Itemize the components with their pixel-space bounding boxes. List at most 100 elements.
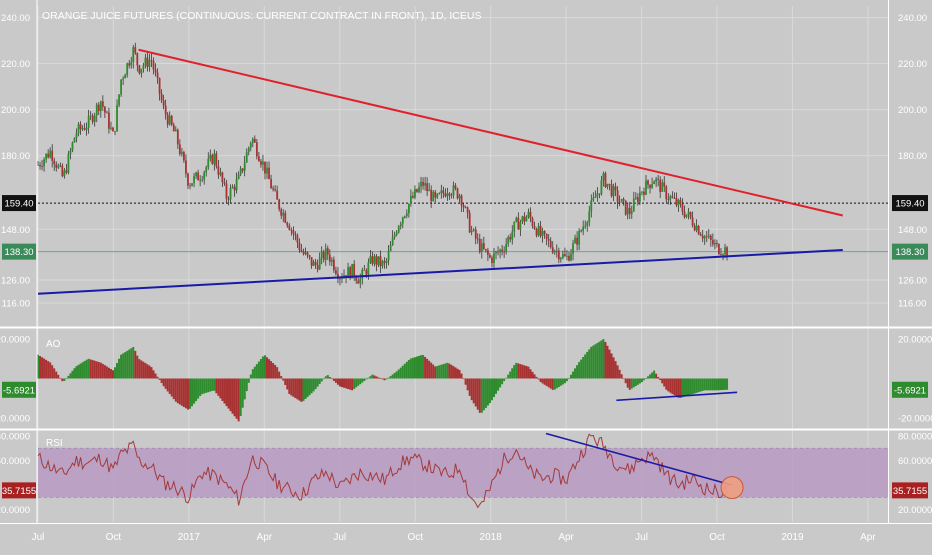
- ao-bar: [448, 363, 451, 379]
- ao-bar: [395, 371, 398, 379]
- price-candle: [164, 105, 167, 115]
- ao-bar: [726, 378, 729, 390]
- ao-bar: [385, 378, 388, 380]
- price-candle: [555, 250, 558, 252]
- price-candle: [695, 225, 698, 231]
- price-candle: [446, 193, 449, 197]
- ao-bar: [310, 378, 313, 394]
- price-candle: [513, 221, 516, 232]
- x-tick-label: Jul: [635, 532, 648, 543]
- price-candle: [312, 261, 315, 266]
- price-candle: [272, 188, 274, 190]
- price-pane: [37, 42, 888, 295]
- ao-bar: [703, 378, 706, 391]
- price-candle: [140, 68, 143, 74]
- price-candle: [707, 235, 710, 238]
- price-candle: [387, 250, 390, 261]
- ao-bar: [111, 370, 114, 379]
- price-candle: [258, 156, 260, 162]
- ao-bar: [126, 350, 129, 379]
- price-candle: [701, 235, 704, 239]
- right-rsi-tick-label: 60.0000: [898, 456, 932, 467]
- ao-bar: [65, 378, 68, 379]
- price-candle: [470, 230, 473, 233]
- ao-bar: [349, 378, 352, 390]
- price-candle: [215, 153, 218, 167]
- price-candle: [122, 78, 125, 80]
- price-candle: [383, 261, 386, 264]
- price-candle: [51, 150, 54, 161]
- ao-bar: [495, 378, 498, 394]
- price-candle: [647, 180, 649, 185]
- price-candle: [724, 247, 726, 255]
- ao-bar: [626, 378, 629, 388]
- ao-bar: [156, 376, 159, 379]
- rsi-line: [37, 433, 728, 509]
- price-candle: [81, 128, 84, 130]
- price-candle: [466, 207, 469, 213]
- ao-bar: [186, 378, 189, 410]
- ao-bar: [622, 378, 625, 380]
- ao-bar: [134, 350, 137, 379]
- ao-bar: [330, 378, 333, 380]
- price-candle: [491, 257, 493, 264]
- price-candle: [409, 195, 412, 204]
- ao-bar: [304, 378, 307, 399]
- price-candle: [454, 185, 457, 189]
- ao-bar: [675, 378, 678, 397]
- ao-bar: [420, 355, 423, 379]
- price-candle: [324, 248, 327, 260]
- price-candle: [278, 199, 281, 210]
- ao-bar: [369, 376, 372, 379]
- ao-bar: [353, 378, 356, 389]
- ao-bar: [170, 378, 173, 397]
- price-candle: [217, 166, 220, 175]
- price-candle: [499, 249, 501, 253]
- ao-bar: [379, 378, 382, 379]
- price-candle: [659, 179, 662, 192]
- right-ao-tick-label: 20.0000: [898, 334, 932, 345]
- price-candle: [547, 239, 550, 241]
- price-candle: [389, 245, 392, 251]
- price-candle: [296, 235, 299, 243]
- price-candle: [598, 193, 601, 195]
- price-candle: [671, 196, 674, 198]
- price-candle: [286, 222, 289, 226]
- price-candle: [300, 249, 303, 252]
- ao-bar: [715, 378, 718, 391]
- ao-bar: [422, 355, 425, 379]
- price-candle: [685, 214, 688, 218]
- rsi-highlight-marker: [720, 476, 744, 500]
- ao-bar: [233, 378, 236, 417]
- price-candle: [549, 240, 552, 248]
- ao-bar: [424, 356, 427, 379]
- price-candle: [176, 129, 179, 145]
- left-rsi-tick-label: 60.0000: [0, 456, 30, 467]
- ao-bar: [77, 364, 80, 379]
- price-candle: [523, 216, 526, 222]
- price-candle: [430, 189, 433, 202]
- ao-bar: [142, 361, 145, 379]
- price-candle: [489, 254, 491, 258]
- price-candle: [330, 259, 333, 262]
- ao-bar: [442, 364, 445, 379]
- ao-bar: [590, 346, 593, 379]
- ao-bar: [681, 378, 684, 398]
- ao-bar: [334, 378, 337, 383]
- price-candle: [231, 186, 234, 188]
- ao-bar: [722, 378, 724, 391]
- ao-bar: [219, 378, 222, 399]
- ao-bar: [464, 378, 467, 385]
- price-candle: [91, 115, 94, 122]
- price-candle: [367, 262, 370, 275]
- ao-bar: [209, 378, 212, 392]
- price-candle: [667, 199, 670, 200]
- price-candle: [405, 213, 408, 216]
- ao-bar: [87, 358, 90, 379]
- ao-bar: [415, 356, 418, 379]
- ao-bar: [221, 378, 224, 401]
- ao-bar: [389, 376, 392, 379]
- ao-bar: [663, 378, 666, 387]
- ao-bar: [367, 377, 370, 379]
- price-candle: [669, 196, 672, 200]
